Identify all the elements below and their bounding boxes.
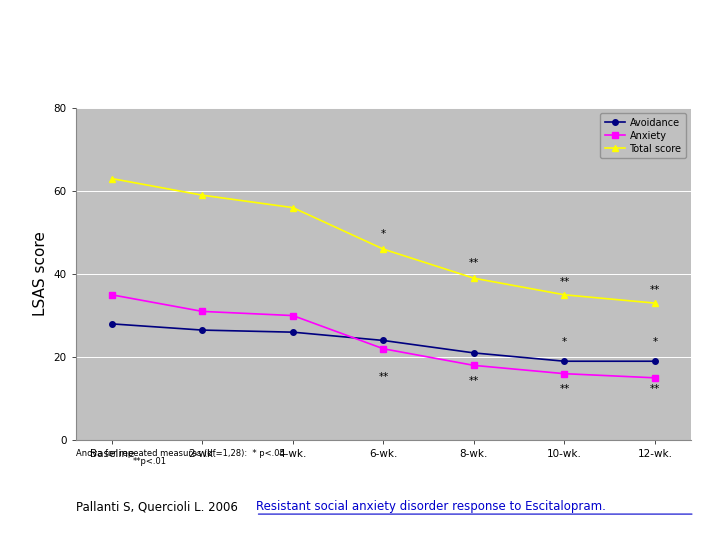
Text: *: * [562,337,567,347]
Text: **: ** [559,384,570,394]
Text: *: * [381,229,386,239]
Text: **: ** [469,376,479,386]
Text: **: ** [378,372,389,382]
Legend: Avoidance, Anxiety, Total score: Avoidance, Anxiety, Total score [600,113,686,158]
Text: *: * [652,337,657,347]
Text: **: ** [559,276,570,287]
Text: **p<.01: **p<.01 [133,457,167,467]
Text: Resistant social anxiety disorder response to Escitalopram.: Resistant social anxiety disorder respon… [256,500,606,514]
Text: **: ** [650,384,660,394]
Y-axis label: LSAS score: LSAS score [33,232,48,316]
Text: **: ** [650,285,660,295]
Text: Pallanti S, Quercioli L. 2006: Pallanti S, Quercioli L. 2006 [76,500,241,514]
Text: **: ** [469,258,479,268]
Text: Anova for repeated measures (df=1,28):  * p<.05: Anova for repeated measures (df=1,28): *… [76,449,284,458]
